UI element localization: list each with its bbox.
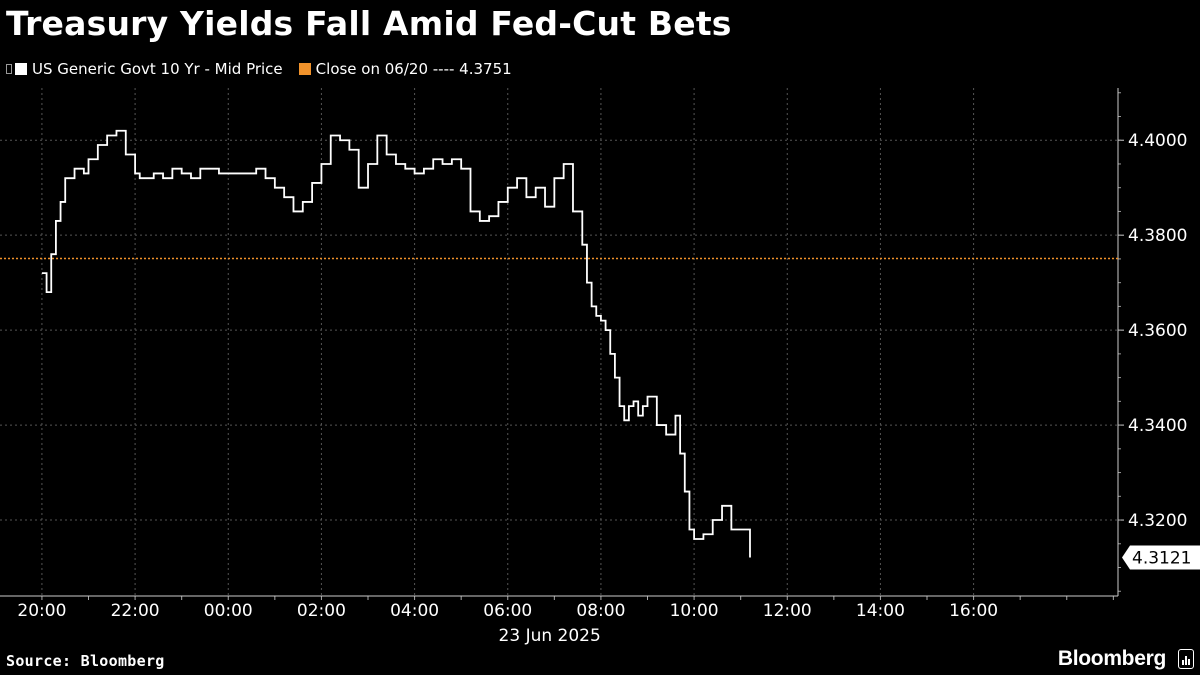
y-tick-label: 4.3600 xyxy=(1128,321,1187,341)
last-value-tag xyxy=(1122,545,1200,570)
legend-series-label: US Generic Govt 10 Yr - Mid Price xyxy=(32,60,283,78)
legend-close-label: Close on 06/20 ---- 4.3751 xyxy=(315,60,512,78)
legend: US Generic Govt 10 Yr - Mid Price Close … xyxy=(6,60,512,78)
x-tick-label: 00:00 xyxy=(204,601,253,621)
bloomberg-chart-icon xyxy=(1178,649,1194,669)
x-tick-label: 02:00 xyxy=(297,601,346,621)
x-tick-label: 12:00 xyxy=(763,601,812,621)
bloomberg-logo: Bloomberg xyxy=(1057,647,1166,670)
x-axis-date-label: 23 Jun 2025 xyxy=(499,626,601,646)
x-tick-label: 14:00 xyxy=(856,601,905,621)
legend-swatch-close xyxy=(298,63,311,75)
legend-swatch-series xyxy=(15,63,27,75)
yield-series-line xyxy=(41,129,751,558)
chart-title: Treasury Yields Fall Amid Fed-Cut Bets xyxy=(6,4,732,43)
x-tick-label: 10:00 xyxy=(670,601,719,621)
x-tick-label: 08:00 xyxy=(576,601,625,621)
y-tick-label: 4.3800 xyxy=(1128,226,1187,246)
y-tick-label: 4.3200 xyxy=(1128,511,1187,531)
x-tick-label: 04:00 xyxy=(390,601,439,621)
x-tick-label: 06:00 xyxy=(483,601,532,621)
source-note: Source: Bloomberg xyxy=(6,652,165,670)
x-tick-label: 22:00 xyxy=(111,601,160,621)
last-value-label: 4.3121 xyxy=(1132,549,1191,569)
x-tick-label: 16:00 xyxy=(949,601,998,621)
legend-handle-icon[interactable] xyxy=(6,64,12,74)
x-tick-label: 20:00 xyxy=(17,601,66,621)
y-tick-label: 4.4000 xyxy=(1128,131,1187,151)
y-tick-label: 4.3400 xyxy=(1128,416,1187,436)
